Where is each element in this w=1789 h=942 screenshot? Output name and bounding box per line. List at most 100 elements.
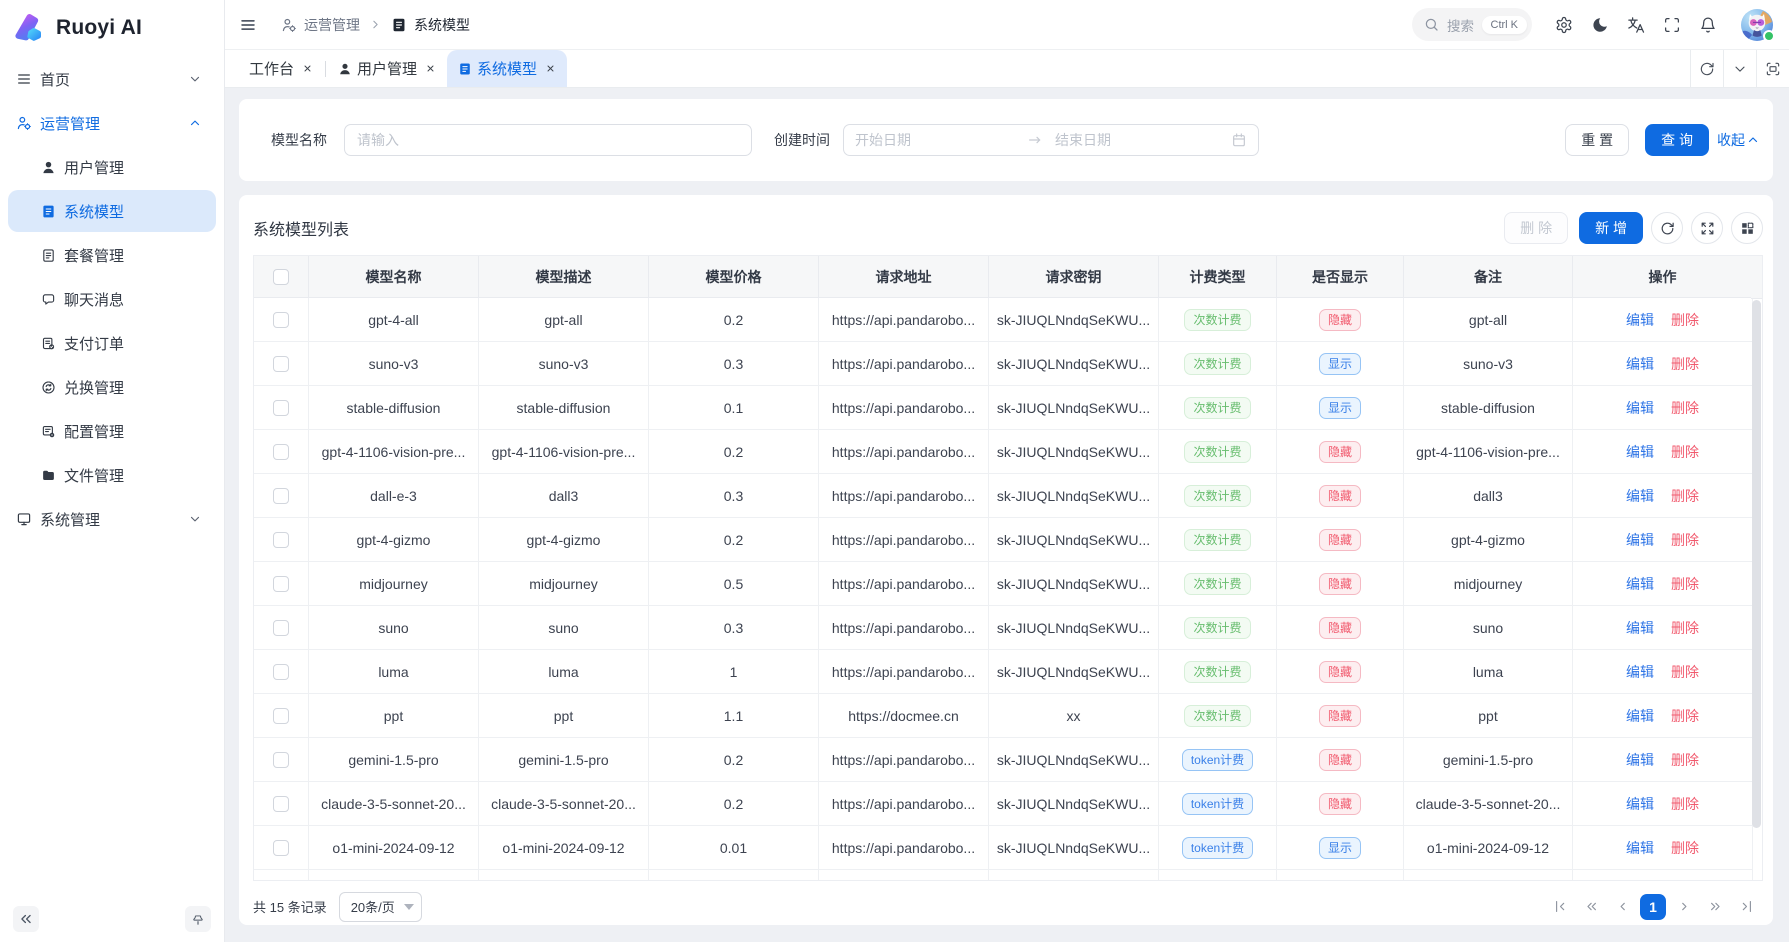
close-tab-icon[interactable] (425, 63, 436, 74)
add-button[interactable]: 新 增 (1579, 212, 1643, 244)
row-checkbox[interactable] (273, 532, 289, 549)
row-checkbox[interactable] (273, 620, 289, 637)
delete-link[interactable]: 删除 (1671, 311, 1699, 328)
translate-button[interactable] (1618, 7, 1654, 42)
delete-link[interactable]: 删除 (1671, 443, 1699, 460)
delete-link[interactable]: 删除 (1671, 839, 1699, 856)
sidebar-item-系统管理[interactable]: 系统管理 (8, 498, 216, 540)
row-checkbox[interactable] (273, 708, 289, 725)
row-checkbox[interactable] (273, 576, 289, 593)
model-name-input[interactable]: 请输入 (344, 124, 752, 156)
delete-button[interactable]: 删 除 (1504, 212, 1569, 244)
sidebar-item-配置管理[interactable]: 配置管理 (8, 410, 216, 452)
settings-button[interactable] (1546, 7, 1582, 42)
edit-link[interactable]: 编辑 (1626, 399, 1654, 416)
cell-billing-type: 次数计费 (1159, 342, 1277, 386)
table-scrollbar-thumb[interactable] (1752, 300, 1761, 828)
row-checkbox[interactable] (273, 488, 289, 505)
delete-link[interactable]: 删除 (1671, 751, 1699, 768)
edit-link[interactable]: 编辑 (1626, 839, 1654, 856)
cell-request-url: https://api.pandarobo... (819, 650, 989, 694)
table-refresh-button[interactable] (1651, 212, 1683, 244)
sidebar-item-运营管理[interactable]: 运营管理 (8, 102, 216, 144)
breadcrumb-item-系统模型[interactable]: 系统模型 (391, 15, 470, 35)
tabbar-screen-maximize-button[interactable] (1756, 50, 1789, 87)
edit-link[interactable]: 编辑 (1626, 795, 1654, 812)
sidebar-item-套餐管理[interactable]: 套餐管理 (8, 234, 216, 276)
fullscreen-button[interactable] (1654, 7, 1690, 42)
tabbar-refresh-button[interactable] (1690, 50, 1723, 87)
pagination-next-5-button[interactable] (1702, 894, 1728, 920)
tab-工作台[interactable]: 工作台 (238, 50, 324, 87)
tabbar-chevron-down-button[interactable] (1723, 50, 1756, 87)
row-checkbox[interactable] (273, 400, 289, 417)
close-tab-icon[interactable] (545, 63, 556, 74)
row-checkbox[interactable] (273, 356, 289, 373)
pagination-current-page[interactable]: 1 (1640, 893, 1666, 920)
sidebar-item-支付订单[interactable]: 支付订单 (8, 322, 216, 364)
tab-用户管理[interactable]: 用户管理 (327, 50, 447, 87)
delete-link[interactable]: 删除 (1671, 619, 1699, 636)
breadcrumb-item-运营管理[interactable]: 运营管理 (281, 15, 360, 35)
next-5-icon (1710, 902, 1720, 911)
sidebar-item-用户管理[interactable]: 用户管理 (8, 146, 216, 188)
visibility-badge: 隐藏 (1318, 440, 1361, 463)
tab-系统模型[interactable]: 系统模型 (447, 50, 568, 87)
pagination-next-button[interactable] (1671, 894, 1697, 920)
pagination-first-page-button[interactable] (1547, 894, 1573, 920)
user-avatar[interactable] (1741, 8, 1775, 42)
cell-request-key: sk-JIUQLNndqSeKWU... (989, 342, 1159, 386)
row-checkbox[interactable] (273, 312, 289, 329)
select-all-checkbox[interactable] (273, 269, 289, 286)
sidebar-item-系统模型[interactable]: 系统模型 (8, 190, 216, 232)
edit-link[interactable]: 编辑 (1626, 751, 1654, 768)
edit-link[interactable]: 编辑 (1626, 707, 1654, 724)
page-size-select[interactable]: 20条/页 (338, 891, 422, 922)
delete-link[interactable]: 删除 (1671, 795, 1699, 812)
close-tab-icon[interactable] (302, 63, 313, 74)
row-select-cell (254, 826, 309, 870)
query-button[interactable]: 查 询 (1645, 124, 1709, 156)
pin-sidebar-button[interactable] (185, 906, 211, 932)
edit-link[interactable]: 编辑 (1626, 531, 1654, 548)
sidebar-item-文件管理[interactable]: 文件管理 (8, 454, 216, 496)
sidebar-item-兑换管理[interactable]: 兑换管理 (8, 366, 216, 408)
edit-link[interactable]: 编辑 (1626, 355, 1654, 372)
pagination-prev-5-button[interactable] (1578, 894, 1604, 920)
delete-link[interactable]: 删除 (1671, 355, 1699, 372)
table-expand-button[interactable] (1691, 212, 1723, 244)
edit-link[interactable]: 编辑 (1626, 443, 1654, 460)
moon-button[interactable] (1582, 7, 1618, 42)
date-range-input[interactable]: 开始日期 结束日期 (843, 124, 1259, 156)
pagination-last-page-button[interactable] (1733, 894, 1759, 920)
collapse-filter-link[interactable]: 收起 (1717, 130, 1759, 150)
delete-link[interactable]: 删除 (1671, 707, 1699, 724)
global-search[interactable]: 搜索 Ctrl K (1412, 8, 1532, 41)
table-grid-columns-button[interactable] (1731, 212, 1763, 244)
collapse-sidebar-button[interactable] (13, 906, 39, 932)
edit-link[interactable]: 编辑 (1626, 663, 1654, 680)
reset-button[interactable]: 重 置 (1565, 124, 1630, 156)
row-checkbox[interactable] (273, 840, 289, 857)
pagination-prev-button[interactable] (1609, 894, 1635, 920)
edit-link[interactable]: 编辑 (1626, 575, 1654, 592)
delete-link[interactable]: 删除 (1671, 531, 1699, 548)
row-select-cell (254, 342, 309, 386)
sidebar-item-首页[interactable]: 首页 (8, 58, 216, 100)
bell-button[interactable] (1690, 7, 1726, 42)
delete-link[interactable]: 删除 (1671, 399, 1699, 416)
edit-link[interactable]: 编辑 (1626, 619, 1654, 636)
row-checkbox[interactable] (273, 664, 289, 681)
edit-link[interactable]: 编辑 (1626, 311, 1654, 328)
delete-link[interactable]: 删除 (1671, 663, 1699, 680)
row-checkbox[interactable] (273, 752, 289, 769)
row-checkbox[interactable] (273, 796, 289, 813)
delete-link[interactable]: 删除 (1671, 575, 1699, 592)
delete-link[interactable]: 删除 (1671, 487, 1699, 504)
brand[interactable]: Ruoyi AI (0, 0, 224, 56)
row-checkbox[interactable] (273, 444, 289, 461)
hamburger-menu-button[interactable] (233, 10, 263, 40)
sidebar-item-聊天消息[interactable]: 聊天消息 (8, 278, 216, 320)
edit-link[interactable]: 编辑 (1626, 487, 1654, 504)
book-filled-icon (41, 204, 56, 219)
